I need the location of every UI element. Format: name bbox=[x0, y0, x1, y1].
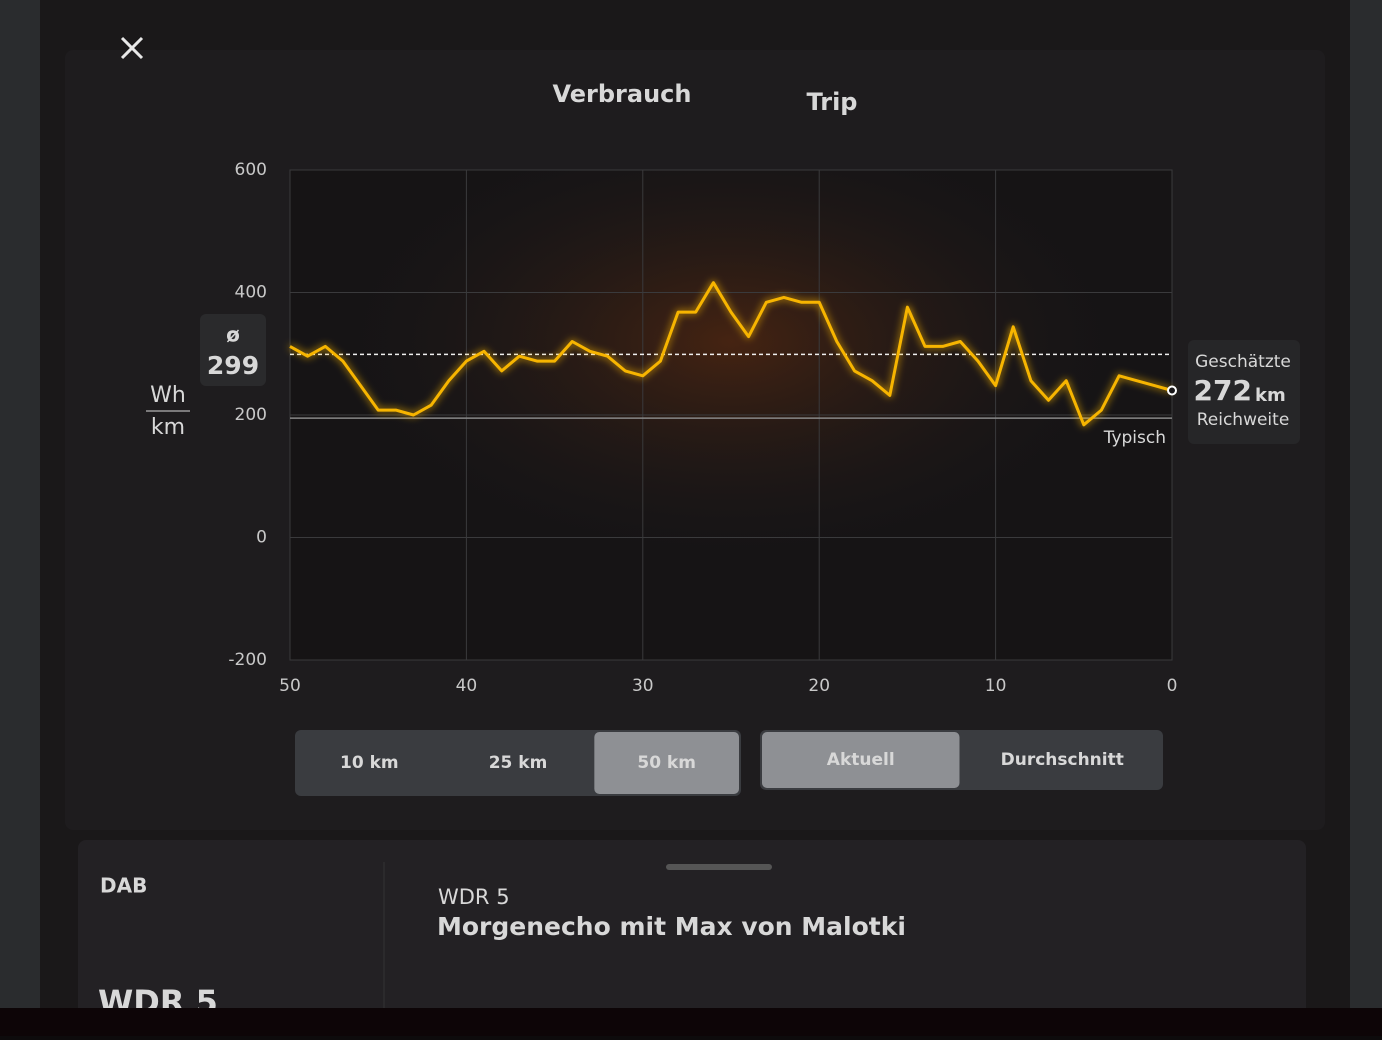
button-label[interactable]: 25 km bbox=[489, 753, 548, 773]
media-program: Morgenecho mit Max von Malotki bbox=[437, 912, 906, 941]
average-symbol: ø bbox=[226, 323, 240, 347]
current-point bbox=[1167, 385, 1177, 396]
button-label[interactable]: 50 km bbox=[637, 753, 696, 773]
y-tick-label: -200 bbox=[228, 650, 267, 670]
media-source: DAB bbox=[100, 874, 147, 898]
button-label[interactable]: Durchschnitt bbox=[1001, 750, 1124, 770]
media-station: WDR 5 bbox=[438, 885, 510, 909]
y-tick-label: 200 bbox=[235, 405, 267, 425]
bottom-bar bbox=[0, 1008, 1382, 1036]
x-tick-label: 40 bbox=[456, 676, 478, 696]
typical-label: Typisch bbox=[1103, 428, 1166, 448]
x-tick-label: 10 bbox=[985, 676, 1007, 696]
tab[interactable]: Verbrauch bbox=[553, 80, 692, 108]
close-button[interactable] bbox=[120, 36, 144, 60]
tab[interactable]: Trip bbox=[807, 88, 858, 116]
button-label[interactable]: Aktuell bbox=[827, 750, 895, 770]
media-panel bbox=[78, 840, 1306, 1040]
average-value: 299 bbox=[207, 351, 259, 380]
y-tick-label: 400 bbox=[235, 283, 267, 303]
media-handle bbox=[666, 864, 772, 870]
x-tick-label: 0 bbox=[1167, 676, 1178, 696]
average-box bbox=[200, 314, 266, 386]
button-label[interactable]: 10 km bbox=[340, 753, 399, 773]
range-unit: km bbox=[1255, 385, 1286, 406]
x-tick-label: 20 bbox=[808, 676, 830, 696]
range-value: 272 bbox=[1194, 374, 1252, 407]
range-label-bottom: Reichweite bbox=[1197, 410, 1290, 430]
range-label-top: Geschätzte bbox=[1195, 352, 1291, 372]
button-selected[interactable] bbox=[762, 732, 960, 788]
consumption-line bbox=[289, 281, 1173, 427]
y-label-top: Wh bbox=[150, 383, 186, 408]
y-label-bottom: km bbox=[151, 415, 185, 440]
range-box bbox=[1188, 340, 1300, 444]
x-tick-label: 30 bbox=[632, 676, 654, 696]
x-tick-label: 50 bbox=[279, 676, 301, 696]
button-selected[interactable] bbox=[594, 732, 739, 794]
plot-border bbox=[289, 169, 1173, 661]
y-tick-label: 0 bbox=[256, 528, 267, 548]
y-tick-label: 600 bbox=[235, 160, 267, 180]
